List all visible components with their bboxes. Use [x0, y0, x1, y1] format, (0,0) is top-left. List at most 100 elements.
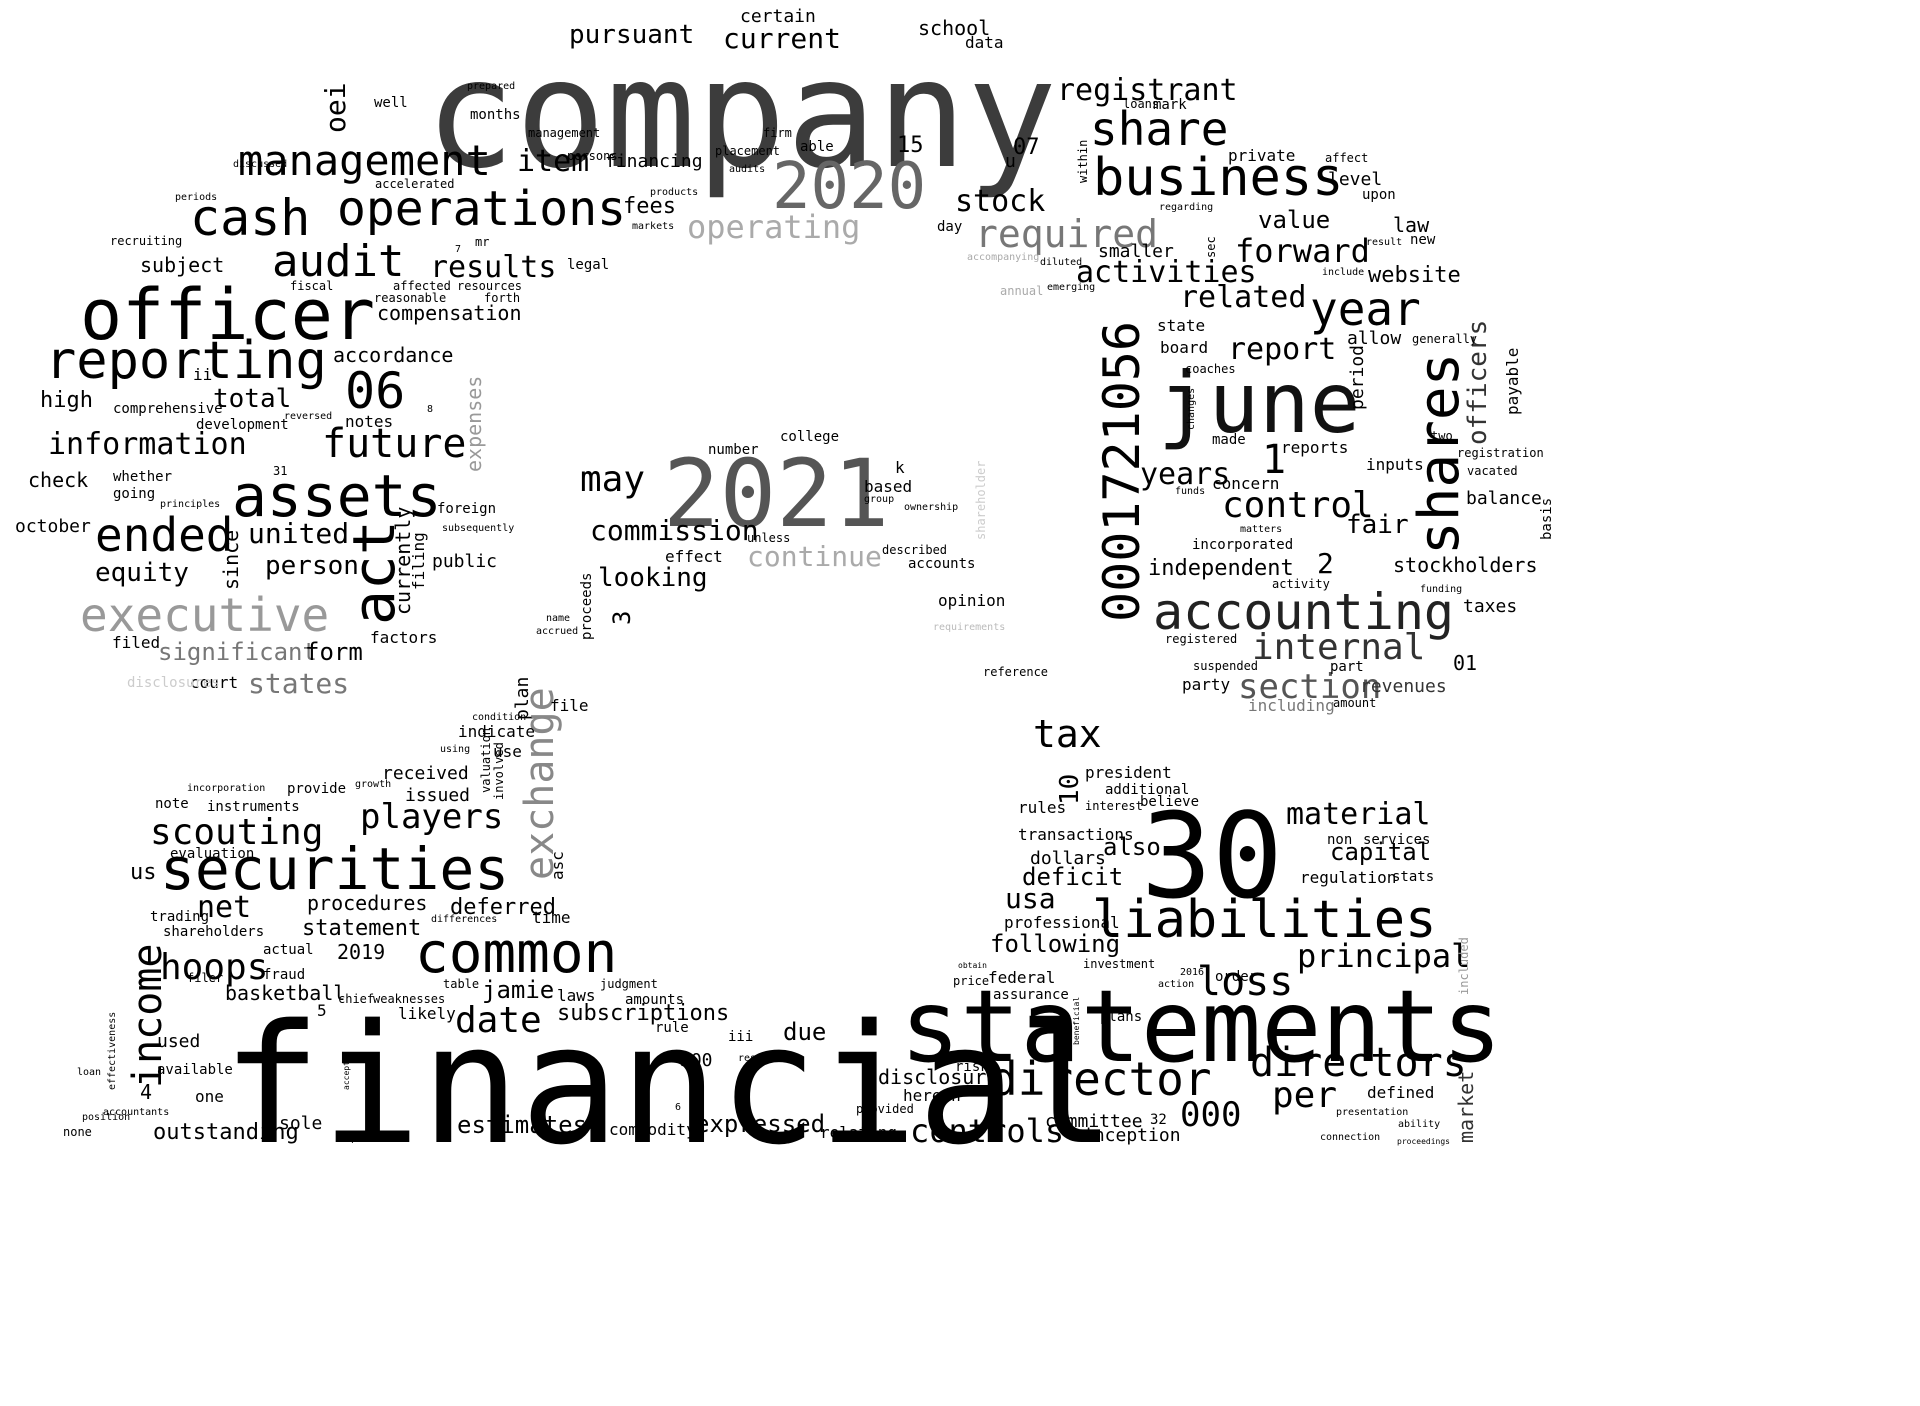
word-expressed: expressed [695, 1110, 826, 1138]
word-inception: inception [1083, 1125, 1181, 1146]
word-forth: forth [484, 291, 521, 305]
word-united: united [248, 517, 350, 550]
word-expenses: expenses [462, 375, 486, 472]
word-item: item [517, 144, 590, 179]
word-material: material [1286, 797, 1431, 832]
word-received: received [382, 763, 469, 784]
word-june: june [1158, 354, 1361, 452]
word-tax: tax [1033, 712, 1102, 756]
word-basketball: basketball [225, 981, 346, 1005]
word-executive: executive [80, 588, 330, 642]
word-president: president [1085, 763, 1172, 782]
word-name: name [546, 613, 571, 624]
word-note: note [155, 796, 189, 812]
word-emerging: emerging [1047, 282, 1096, 293]
word-ii: ii [193, 365, 213, 384]
word-using: using [440, 744, 471, 755]
word-controls: controls [910, 1112, 1065, 1150]
word-position: position [82, 1112, 131, 1123]
word-months: months [470, 107, 521, 123]
word-net: net [197, 890, 252, 925]
word-party: party [1182, 675, 1231, 694]
word-trading: trading [150, 909, 210, 925]
word-annual: annual [1000, 284, 1044, 298]
word-loss: loss [1197, 959, 1294, 1005]
word-professional: professional [1004, 913, 1120, 932]
word-markets: markets [632, 221, 675, 232]
word-current: current [723, 22, 842, 55]
word-cash: cash [190, 189, 311, 247]
word-affected: affected [393, 279, 451, 293]
word-proceedings: proceedings [1397, 1137, 1450, 1146]
word-foreign: foreign [437, 501, 497, 517]
word-condition: condition [472, 712, 527, 723]
word-basis: basis [1539, 497, 1555, 540]
word-going: going [113, 486, 156, 502]
word-7: 7 [455, 244, 462, 255]
word-us: us [130, 860, 157, 885]
word-reversed: reversed [284, 411, 333, 422]
word-01: 01 [1453, 651, 1478, 675]
word-firm: firm [763, 126, 792, 140]
word-high: high [40, 388, 93, 413]
word-periods: periods [175, 192, 218, 203]
word-2016: 2016 [1180, 967, 1205, 978]
word-smaller: smaller [1098, 241, 1174, 262]
word-involved: involved [492, 742, 506, 800]
word-07: 07 [1013, 135, 1040, 160]
word-concern: concern [1212, 474, 1280, 493]
word-presentation: presentation [1336, 1107, 1409, 1118]
word-interest: interest [1085, 799, 1143, 813]
word-october: october [15, 516, 91, 537]
word-filed: filed [112, 633, 161, 652]
word-funding: funding [1420, 584, 1463, 595]
word-operations: operations [337, 181, 626, 237]
word-file: file [550, 696, 589, 715]
word-described: described [882, 543, 948, 557]
word-non: non [1327, 832, 1353, 848]
word-prepared: prepared [467, 81, 516, 92]
word-action: action [1158, 979, 1195, 990]
word-2019: 2019 [337, 940, 386, 964]
word-filing: filing [409, 532, 428, 590]
word-obtain: obtain [958, 961, 987, 970]
word-part: part [1330, 659, 1364, 675]
word-year: year [1310, 282, 1421, 336]
word-assurance: assurance [993, 987, 1069, 1003]
word-future: future [322, 421, 467, 467]
word-order: order [1215, 969, 1258, 985]
word-relating: relating [820, 1123, 898, 1142]
word-5: 5 [317, 1001, 327, 1020]
word-requirements: requirements [933, 622, 1006, 633]
word-operating: operating [687, 208, 861, 246]
word-u: u [1005, 151, 1016, 172]
word-2: 2 [1317, 547, 1334, 580]
word-indicate: indicate [458, 722, 536, 741]
word-loans: loans [1123, 97, 1160, 111]
word-date: date [455, 1000, 542, 1041]
word-disclosures: disclosures [127, 675, 220, 691]
word-shareholders: shareholders [163, 924, 265, 940]
word-outstanding: outstanding [153, 1120, 299, 1145]
word-statement: statement [302, 916, 422, 941]
word-issued: issued [405, 785, 471, 806]
word-ownership: ownership [904, 502, 959, 513]
word-stockholders: stockholders [1393, 553, 1538, 577]
word-commission: commission [590, 514, 759, 547]
word-000: 000 [1180, 1095, 1242, 1135]
word-revenues: revenues [1360, 676, 1447, 697]
word-ability: ability [1398, 1119, 1441, 1130]
word-result: result [1366, 237, 1403, 248]
word-sole: sole [279, 1113, 323, 1134]
word-business: business [1093, 148, 1344, 208]
word-principal: principal [1297, 937, 1471, 975]
word-resources: resources [457, 279, 523, 293]
word-rule: rule [655, 1020, 689, 1036]
word-evaluation: evaluation [170, 846, 255, 862]
word-able: able [800, 139, 834, 155]
word-asc: asc [548, 851, 567, 880]
word-actual: actual [263, 942, 314, 958]
word-transactions: transactions [1018, 825, 1134, 844]
word-years: years [1140, 457, 1231, 492]
word-provide: provide [287, 781, 347, 797]
